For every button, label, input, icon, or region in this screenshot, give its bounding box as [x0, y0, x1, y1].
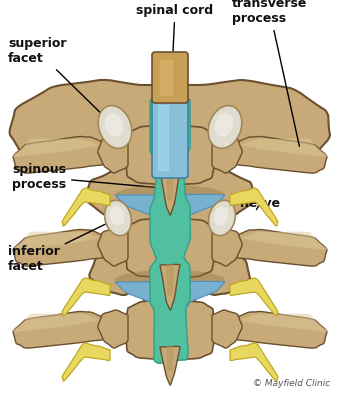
- Ellipse shape: [209, 200, 235, 236]
- PathPatch shape: [230, 343, 278, 381]
- PathPatch shape: [126, 218, 214, 278]
- PathPatch shape: [98, 310, 128, 348]
- PathPatch shape: [212, 228, 242, 266]
- PathPatch shape: [13, 312, 105, 348]
- PathPatch shape: [115, 194, 225, 219]
- PathPatch shape: [235, 312, 327, 348]
- Ellipse shape: [115, 270, 225, 290]
- Ellipse shape: [215, 113, 233, 137]
- PathPatch shape: [235, 230, 327, 266]
- PathPatch shape: [126, 125, 214, 185]
- Ellipse shape: [208, 105, 242, 148]
- PathPatch shape: [62, 343, 110, 381]
- Text: transverse
process: transverse process: [232, 0, 307, 146]
- PathPatch shape: [13, 230, 105, 266]
- Text: inferior
facet: inferior facet: [8, 219, 116, 273]
- Text: spinous
process: spinous process: [12, 163, 159, 191]
- PathPatch shape: [230, 278, 278, 316]
- PathPatch shape: [126, 300, 214, 360]
- Text: spinal cord: spinal cord: [136, 4, 214, 69]
- PathPatch shape: [62, 188, 110, 226]
- PathPatch shape: [150, 97, 190, 363]
- PathPatch shape: [212, 310, 242, 348]
- Text: superior
facet: superior facet: [8, 37, 113, 125]
- Polygon shape: [167, 347, 173, 370]
- PathPatch shape: [13, 137, 105, 173]
- Text: nerve: nerve: [240, 197, 280, 210]
- Polygon shape: [167, 172, 173, 200]
- PathPatch shape: [160, 346, 180, 385]
- PathPatch shape: [13, 314, 100, 332]
- Text: © Mayfield Clinic: © Mayfield Clinic: [253, 379, 330, 388]
- PathPatch shape: [98, 228, 128, 266]
- PathPatch shape: [13, 232, 100, 250]
- PathPatch shape: [160, 264, 180, 310]
- FancyBboxPatch shape: [152, 97, 188, 178]
- Ellipse shape: [98, 105, 132, 148]
- Ellipse shape: [214, 206, 228, 226]
- PathPatch shape: [98, 135, 128, 173]
- PathPatch shape: [240, 232, 327, 250]
- PathPatch shape: [212, 135, 242, 173]
- PathPatch shape: [240, 139, 327, 157]
- PathPatch shape: [230, 188, 278, 226]
- PathPatch shape: [235, 137, 327, 173]
- PathPatch shape: [115, 281, 225, 306]
- PathPatch shape: [10, 80, 330, 368]
- Polygon shape: [167, 265, 173, 295]
- PathPatch shape: [62, 278, 110, 316]
- Ellipse shape: [105, 200, 131, 236]
- Polygon shape: [158, 105, 168, 170]
- Ellipse shape: [105, 113, 123, 137]
- Polygon shape: [160, 60, 172, 95]
- PathPatch shape: [240, 314, 327, 332]
- Ellipse shape: [109, 206, 124, 226]
- PathPatch shape: [160, 171, 180, 215]
- FancyBboxPatch shape: [152, 52, 188, 103]
- PathPatch shape: [13, 139, 100, 157]
- Ellipse shape: [115, 185, 225, 205]
